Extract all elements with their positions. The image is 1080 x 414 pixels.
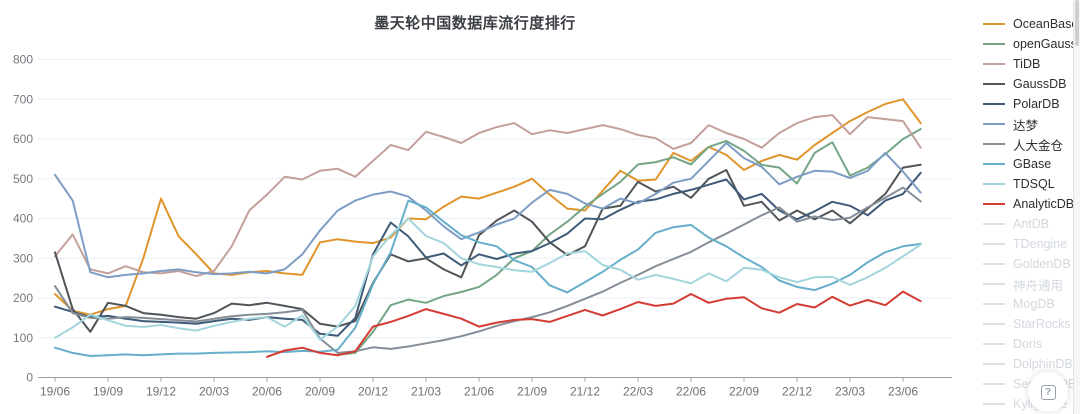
- legend-item-AnalyticDB[interactable]: AnalyticDB: [983, 194, 1075, 214]
- x-axis-tick-label: 20/06: [252, 385, 282, 399]
- legend-label: OceanBase: [1013, 17, 1079, 31]
- legend-swatch-line: [983, 143, 1005, 145]
- legend-item-MogDB[interactable]: MogDB: [983, 294, 1075, 314]
- legend-swatch-line: [983, 83, 1005, 85]
- legend-swatch-line: [983, 203, 1005, 205]
- y-axis-tick-label: 400: [13, 212, 33, 226]
- x-axis-tick-label: 22/03: [623, 385, 653, 399]
- legend-swatch-line: [983, 163, 1005, 165]
- legend-swatch-line: [983, 43, 1005, 45]
- scrollbar-thumb[interactable]: [1075, 0, 1079, 46]
- legend-label: GoldenDB: [1013, 257, 1071, 271]
- legend-item-TDSQL[interactable]: TDSQL: [983, 174, 1075, 194]
- legend-label: MogDB: [1013, 297, 1055, 311]
- legend-label: TDengine: [1013, 237, 1068, 251]
- legend-swatch-line: [983, 183, 1005, 185]
- legend-swatch-line: [983, 343, 1005, 345]
- series-line-openGauss: [336, 128, 922, 356]
- series-line-TDSQL: [54, 217, 922, 341]
- series-line-达梦: [54, 142, 922, 279]
- x-axis-tick-label: 21/12: [570, 385, 600, 399]
- x-axis-tick-label: 23/06: [888, 385, 918, 399]
- legend-item-TiDB[interactable]: TiDB: [983, 54, 1075, 74]
- legend-swatch-line: [983, 363, 1005, 365]
- x-axis-tick-label: 22/06: [676, 385, 706, 399]
- x-axis-tick-label: 19/06: [40, 385, 70, 399]
- y-axis-tick-label: 700: [13, 92, 33, 106]
- legend-label: GaussDB: [1013, 77, 1067, 91]
- x-axis-tick-label: 23/03: [835, 385, 865, 399]
- legend-item-DolphinDB[interactable]: DolphinDB: [983, 354, 1075, 374]
- legend-label: PolarDB: [1013, 97, 1060, 111]
- y-axis-tick-label: 500: [13, 172, 33, 186]
- legend-item-GBase[interactable]: GBase: [983, 154, 1075, 174]
- legend-item-StarRocks[interactable]: StarRocks: [983, 314, 1075, 334]
- y-axis-tick-label: 100: [13, 331, 33, 345]
- x-axis-tick-label: 22/12: [782, 385, 812, 399]
- x-axis-tick-label: 21/09: [517, 385, 547, 399]
- legend-item-GaussDB[interactable]: GaussDB: [983, 74, 1075, 94]
- legend-label: AnalyticDB: [1013, 197, 1075, 211]
- y-axis-tick-label: 0: [26, 371, 33, 385]
- x-axis-tick-label: 22/09: [729, 385, 759, 399]
- legend-item-TDengine[interactable]: TDengine: [983, 234, 1075, 254]
- legend-item-人大金仓[interactable]: 人大金仓: [983, 134, 1075, 154]
- x-axis-tick-label: 19/12: [146, 385, 176, 399]
- legend-label: openGauss: [1013, 37, 1077, 51]
- x-axis-tick-label: 20/03: [199, 385, 229, 399]
- legend-item-PolarDB[interactable]: PolarDB: [983, 94, 1075, 114]
- x-axis-tick-label: 21/03: [411, 385, 441, 399]
- scrollbar[interactable]: [1073, 0, 1080, 414]
- y-axis-tick-label: 600: [13, 132, 33, 146]
- series-line-TiDB: [54, 114, 922, 278]
- series-line-GBase: [54, 199, 922, 357]
- legend-item-达梦[interactable]: 达梦: [983, 114, 1075, 134]
- question-mark-icon: ?: [1040, 384, 1056, 400]
- legend-item-Doris[interactable]: Doris: [983, 334, 1075, 354]
- legend-swatch-line: [983, 283, 1005, 285]
- legend-swatch-line: [983, 263, 1005, 265]
- legend: OceanBase openGauss TiDB GaussDB PolarDB 达梦人大…: [983, 14, 1079, 414]
- x-axis-tick-label: 19/09: [93, 385, 123, 399]
- legend-item-openGauss[interactable]: openGauss: [983, 34, 1077, 54]
- legend-item-OceanBase[interactable]: OceanBase: [983, 14, 1079, 34]
- legend-item-神舟通用[interactable]: 神舟通用: [983, 274, 1075, 294]
- legend-item-GoldenDB[interactable]: GoldenDB: [983, 254, 1075, 274]
- legend-label: DolphinDB: [1013, 357, 1073, 371]
- legend-label: StarRocks: [1013, 317, 1071, 331]
- x-axis-tick-label: 20/12: [358, 385, 388, 399]
- legend-label: TDSQL: [1013, 177, 1055, 191]
- legend-swatch-line: [983, 123, 1005, 125]
- series-line-PolarDB: [54, 171, 922, 337]
- legend-swatch-line: [983, 383, 1005, 385]
- legend-label: AntDB: [1013, 217, 1050, 231]
- legend-swatch-line: [983, 243, 1005, 245]
- legend-label: GBase: [1013, 157, 1052, 171]
- help-button[interactable]: ?: [1028, 372, 1068, 412]
- legend-swatch-line: [983, 403, 1005, 405]
- legend-label: Doris: [1013, 337, 1043, 351]
- y-axis-tick-label: 200: [13, 291, 33, 305]
- y-axis-tick-label: 800: [13, 53, 33, 67]
- legend-swatch-line: [983, 303, 1005, 305]
- y-axis-tick-label: 300: [13, 251, 33, 265]
- chart-title: 墨天轮中国数据库流行度排行: [374, 15, 576, 32]
- x-axis-tick-label: 21/06: [464, 385, 494, 399]
- legend-swatch-line: [983, 223, 1005, 225]
- legend-item-AntDB[interactable]: AntDB: [983, 214, 1075, 234]
- legend-label: 神舟通用: [1013, 278, 1064, 293]
- legend-swatch-line: [983, 323, 1005, 325]
- legend-label: TiDB: [1013, 57, 1041, 71]
- series-line-人大金仓: [54, 186, 922, 354]
- legend-label: 达梦: [1013, 118, 1039, 133]
- legend-swatch-line: [983, 23, 1005, 25]
- legend-swatch-line: [983, 63, 1005, 65]
- legend-label: 人大金仓: [1013, 138, 1064, 153]
- series-line-OceanBase: [54, 98, 922, 316]
- x-axis-tick-label: 20/09: [305, 385, 335, 399]
- legend-swatch-line: [983, 103, 1005, 105]
- series-line-AnalyticDB: [266, 290, 922, 358]
